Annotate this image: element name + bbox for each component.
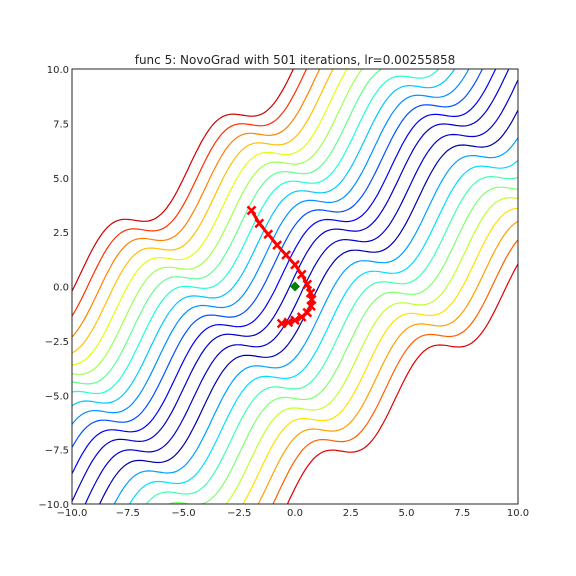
contour-line bbox=[257, 220, 518, 504]
trajectory-point bbox=[290, 259, 300, 270]
x-tick-label: 2.5 bbox=[343, 508, 359, 519]
contour-line bbox=[72, 69, 334, 354]
y-tick-label: −5.0 bbox=[45, 391, 69, 402]
contour-line bbox=[145, 175, 518, 504]
contour-line bbox=[72, 69, 321, 338]
trajectory-point bbox=[302, 279, 313, 290]
x-tick-label: −7.5 bbox=[116, 508, 140, 519]
contour-line bbox=[286, 262, 518, 504]
trajectory-point bbox=[254, 218, 265, 229]
trajectory-point bbox=[246, 205, 257, 216]
contour-line bbox=[225, 197, 518, 504]
trajectory-point bbox=[281, 250, 291, 260]
chart-title: func 5: NovoGrad with 501 iterations, lr… bbox=[135, 53, 456, 67]
x-tick-label: −2.5 bbox=[227, 508, 251, 519]
y-tick-label: −10.0 bbox=[38, 500, 69, 511]
y-tick-label: −7.5 bbox=[45, 446, 69, 457]
contour-line bbox=[72, 69, 348, 366]
contour-line bbox=[72, 69, 484, 449]
contour-lines bbox=[72, 69, 518, 504]
contour-line bbox=[72, 69, 295, 293]
trajectory-point bbox=[290, 315, 300, 326]
x-tick-label: 10.0 bbox=[507, 508, 529, 519]
trajectory-point bbox=[296, 312, 307, 322]
plot-frame bbox=[71, 68, 519, 505]
y-tick-label: −2.5 bbox=[45, 337, 69, 348]
contour-line bbox=[72, 69, 364, 375]
y-axis-ticks: −10.0 −7.5 −5.0 −2.5 0.0 2.5 5.0 7.5 10.0 bbox=[38, 65, 69, 511]
trajectory-point bbox=[306, 301, 316, 311]
x-axis-ticks: −10.0 −7.5 −5.0 −2.5 0.0 2.5 5.0 7.5 10.0 bbox=[57, 508, 529, 519]
y-tick-label: 0.0 bbox=[53, 283, 69, 294]
y-tick-label: 7.5 bbox=[53, 119, 69, 130]
x-tick-label: −5.0 bbox=[171, 508, 195, 519]
y-tick-label: 10.0 bbox=[47, 65, 69, 76]
contour-line bbox=[167, 186, 518, 504]
x-tick-label: 0.0 bbox=[287, 508, 303, 519]
contour-line bbox=[72, 69, 440, 395]
contour-line bbox=[72, 69, 510, 503]
contour-line bbox=[84, 78, 518, 504]
y-tick-label: 5.0 bbox=[53, 174, 69, 185]
contour-line bbox=[98, 108, 518, 504]
contour-line bbox=[272, 239, 518, 504]
contour-line bbox=[242, 207, 518, 504]
contour-line bbox=[72, 69, 470, 426]
optimizer-trajectory bbox=[246, 205, 317, 329]
minimum-diamond bbox=[290, 281, 300, 292]
contour-line bbox=[72, 69, 308, 318]
x-tick-label: −10.0 bbox=[57, 508, 88, 519]
contour-line bbox=[72, 69, 456, 407]
contour-line bbox=[128, 159, 518, 504]
trajectory-point bbox=[272, 240, 283, 251]
trajectory-point bbox=[296, 269, 307, 280]
y-tick-label: 2.5 bbox=[53, 228, 69, 239]
contour-line bbox=[72, 69, 414, 385]
global-minimum-marker bbox=[290, 281, 300, 292]
contour-line bbox=[72, 69, 497, 476]
x-tick-label: 7.5 bbox=[454, 508, 470, 519]
trajectory-point bbox=[263, 229, 274, 240]
trajectory-point bbox=[276, 318, 287, 329]
contour-line bbox=[113, 136, 518, 504]
x-tick-label: 5.0 bbox=[399, 508, 415, 519]
